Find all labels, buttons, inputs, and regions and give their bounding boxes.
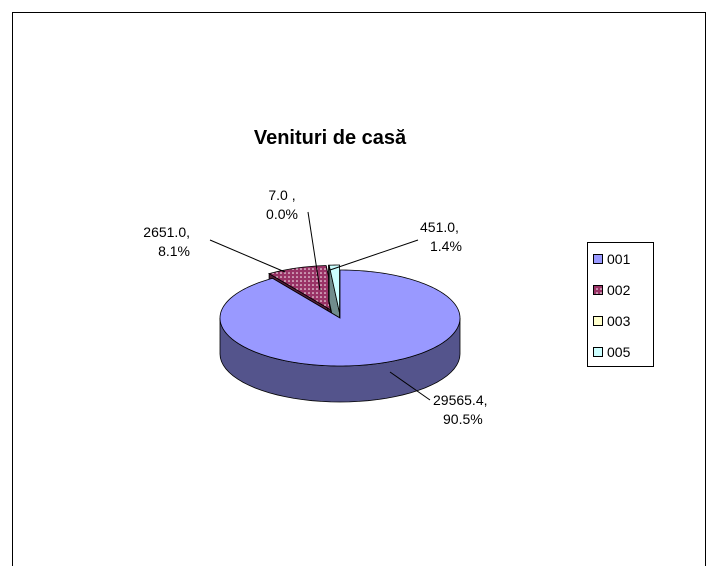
data-label: 7.0 , bbox=[268, 187, 295, 203]
legend-label: 003 bbox=[607, 313, 631, 329]
data-label: 8.1% bbox=[158, 243, 190, 259]
slice-top bbox=[219, 269, 461, 367]
legend-swatch bbox=[593, 316, 603, 326]
data-label: 0.0% bbox=[266, 206, 298, 222]
slice-top bbox=[268, 265, 338, 315]
chart-border bbox=[12, 12, 706, 566]
data-label: 29565.4, bbox=[433, 392, 488, 408]
legend-swatch bbox=[593, 347, 603, 357]
data-label: 451.0, bbox=[420, 219, 459, 235]
legend-swatch bbox=[593, 254, 603, 264]
legend-label: 001 bbox=[607, 251, 631, 267]
labels: 29565.4, 90.5% 2651.0, 8.1% 7.0 , 0.0% 451.0, 1… bbox=[143, 187, 487, 427]
chart-title: Venituri de casă bbox=[254, 127, 407, 149]
slice-top bbox=[328, 264, 340, 314]
data-label: 90.5% bbox=[443, 411, 483, 427]
leader-line bbox=[209, 239, 286, 273]
legend-label: 005 bbox=[607, 344, 631, 360]
leader-line bbox=[307, 211, 321, 291]
leader-line bbox=[389, 371, 431, 401]
legend-swatch bbox=[593, 285, 603, 295]
legend: 001 002 003 005 bbox=[593, 251, 631, 360]
leader-line bbox=[329, 239, 419, 271]
data-label: 2651.0, bbox=[143, 224, 190, 240]
legend-label: 002 bbox=[607, 282, 631, 298]
pie bbox=[219, 264, 461, 403]
data-label: 1.4% bbox=[430, 238, 462, 254]
slice bbox=[219, 269, 461, 403]
